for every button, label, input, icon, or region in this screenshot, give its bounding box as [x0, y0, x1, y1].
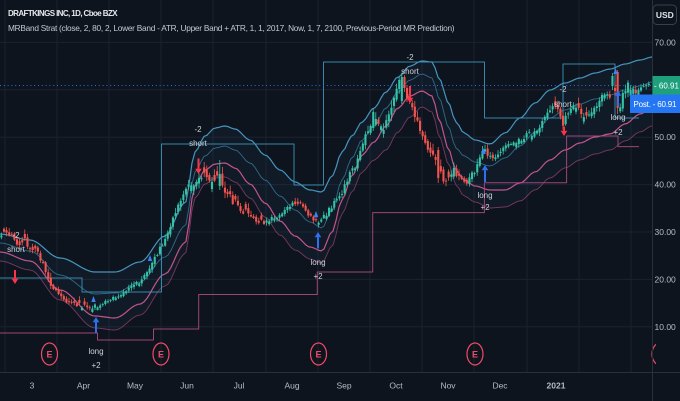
svg-text:40.00: 40.00: [655, 180, 677, 190]
svg-text:-2: -2: [406, 53, 414, 62]
svg-text:+2: +2: [613, 128, 623, 137]
svg-text:3: 3: [30, 381, 35, 391]
svg-text:Dec: Dec: [492, 381, 508, 391]
svg-text:E: E: [315, 350, 321, 360]
svg-text:short: short: [189, 139, 208, 148]
svg-text:E: E: [472, 350, 478, 360]
svg-text:May: May: [127, 381, 144, 391]
svg-text:Sep: Sep: [336, 381, 351, 391]
svg-text:-2: -2: [559, 85, 567, 94]
svg-text:70.00: 70.00: [655, 37, 677, 47]
svg-text:long: long: [310, 258, 325, 267]
svg-text:Nov: Nov: [440, 381, 456, 391]
svg-text:long: long: [610, 113, 625, 122]
svg-text:10.00: 10.00: [655, 322, 677, 332]
svg-text:MRBand Strat (close, 2, 80, 2,: MRBand Strat (close, 2, 80, 2, Lower Ban…: [8, 23, 455, 33]
svg-text:E: E: [46, 350, 52, 360]
svg-text:Apr: Apr: [77, 381, 90, 391]
svg-text:USD: USD: [656, 10, 674, 20]
svg-text:Oct: Oct: [389, 381, 403, 391]
svg-text:short: short: [554, 100, 573, 109]
svg-text:Aug: Aug: [284, 381, 299, 391]
svg-text:30.00: 30.00: [655, 227, 677, 237]
svg-text:long: long: [88, 347, 103, 356]
svg-text:-2: -2: [194, 125, 202, 134]
svg-text:- 60.91: - 60.91: [654, 82, 679, 91]
svg-text:long: long: [477, 191, 492, 200]
svg-text:short: short: [401, 67, 420, 76]
svg-text:-2: -2: [12, 231, 20, 240]
svg-text:50.00: 50.00: [655, 132, 677, 142]
svg-text:short: short: [7, 245, 26, 254]
svg-text:DRAFTKINGS INC, 1D, Cboe BZX: DRAFTKINGS INC, 1D, Cboe BZX: [8, 9, 118, 18]
svg-text:Post. - 60.91: Post. - 60.91: [634, 100, 678, 109]
svg-text:Jul: Jul: [234, 381, 245, 391]
svg-text:+2: +2: [480, 203, 490, 212]
svg-text:Jun: Jun: [180, 381, 194, 391]
svg-text:20.00: 20.00: [655, 274, 677, 284]
svg-text:+2: +2: [91, 361, 101, 370]
svg-text:2021: 2021: [547, 381, 566, 391]
svg-text:+2: +2: [313, 272, 323, 281]
svg-text:E: E: [158, 350, 164, 360]
